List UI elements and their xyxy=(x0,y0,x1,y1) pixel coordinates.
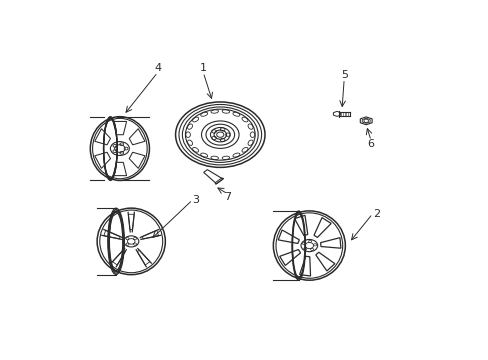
Text: 5: 5 xyxy=(340,70,347,80)
Text: 7: 7 xyxy=(224,192,231,202)
Text: 4: 4 xyxy=(154,63,161,73)
Text: 6: 6 xyxy=(367,139,374,149)
Text: 3: 3 xyxy=(192,195,199,205)
Text: 2: 2 xyxy=(372,209,379,219)
Text: 1: 1 xyxy=(199,63,206,73)
